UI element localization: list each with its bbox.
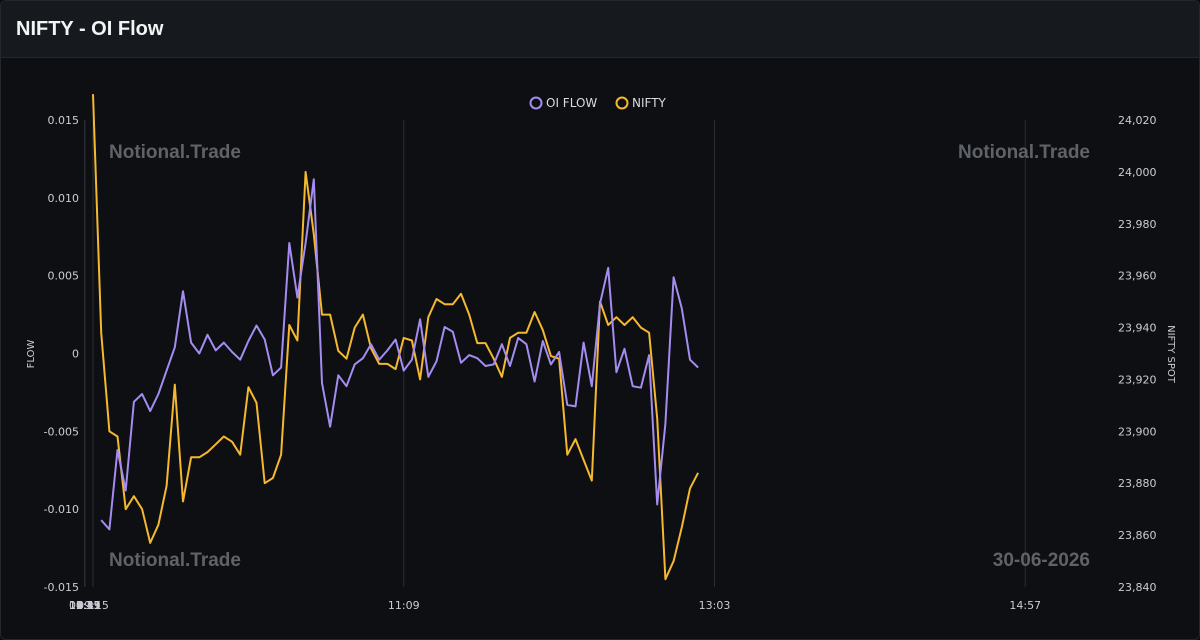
y-right-tick-label: 23,860 xyxy=(1118,529,1157,542)
x-tick-label: 13:03 xyxy=(699,599,731,612)
watermarks: Notional.Trade Notional.Trade Notional.T… xyxy=(109,142,1090,571)
y-left-tick-label: 0.010 xyxy=(48,192,80,205)
x-tick-label: 09:15 xyxy=(77,599,109,612)
legend-label-oi-flow[interactable]: OI FLOW xyxy=(546,96,597,110)
x-tick-label: 12:25 xyxy=(69,599,101,612)
y-left-axis-title: FLOW xyxy=(26,340,37,369)
card-header: NIFTY - OI Flow xyxy=(1,1,1199,58)
y-left-tick-label: -0.005 xyxy=(44,425,79,438)
watermark-top-left: Notional.Trade xyxy=(109,142,241,163)
chart-title: NIFTY - OI Flow xyxy=(16,18,164,40)
y-left-tick-label: 0.015 xyxy=(48,114,80,127)
y-right-tick-label: 23,880 xyxy=(1118,477,1157,490)
y-left-tick-label: 0 xyxy=(72,348,79,361)
x-tick-label: 11:47 xyxy=(69,599,101,612)
series-line-oi-flow xyxy=(100,178,699,531)
x-tick-label: 11:09 xyxy=(388,599,420,612)
x-tick-label: 10:31 xyxy=(69,599,101,612)
legend-marker-nifty[interactable] xyxy=(615,96,629,110)
x-tick-label: 14:57 xyxy=(1009,599,1041,612)
y-left-tick-label: -0.015 xyxy=(44,581,79,594)
y-right-tick-label: 24,000 xyxy=(1118,166,1157,179)
y-right-tick-label: 23,920 xyxy=(1118,373,1157,386)
y-left-tick-label: -0.010 xyxy=(44,503,79,516)
x-tick-label: 09:53 xyxy=(69,599,101,612)
y-right-axis-title: NIFTY SPOT xyxy=(1165,325,1176,384)
y-right-tick-label: 24,020 xyxy=(1118,114,1157,127)
series-line-nifty xyxy=(92,94,699,581)
y-right-tick-label: 23,940 xyxy=(1118,322,1157,335)
y-right-tick-label: 23,840 xyxy=(1118,581,1157,594)
watermark-top-right: Notional.Trade xyxy=(958,142,1090,163)
y-right-tick-label: 23,980 xyxy=(1118,218,1157,231)
x-tick-label: 13:41 xyxy=(69,599,101,612)
y-right-tick-label: 23,960 xyxy=(1118,270,1157,283)
y-right-tick-label: 23,900 xyxy=(1118,425,1157,438)
x-tick-label: 14:19 xyxy=(69,599,101,612)
grid-lines xyxy=(84,120,1026,587)
legend-marker-oi-flow[interactable] xyxy=(529,96,543,110)
y-left-tick-label: 0.005 xyxy=(48,270,80,283)
series-lines xyxy=(92,94,699,581)
watermark-bottom-right: 30-06-2026 xyxy=(993,550,1090,571)
watermark-bottom-left: Notional.Trade xyxy=(109,550,241,571)
legend-label-nifty[interactable]: NIFTY xyxy=(632,96,667,110)
legend[interactable]: OI FLOW NIFTY xyxy=(529,96,667,110)
